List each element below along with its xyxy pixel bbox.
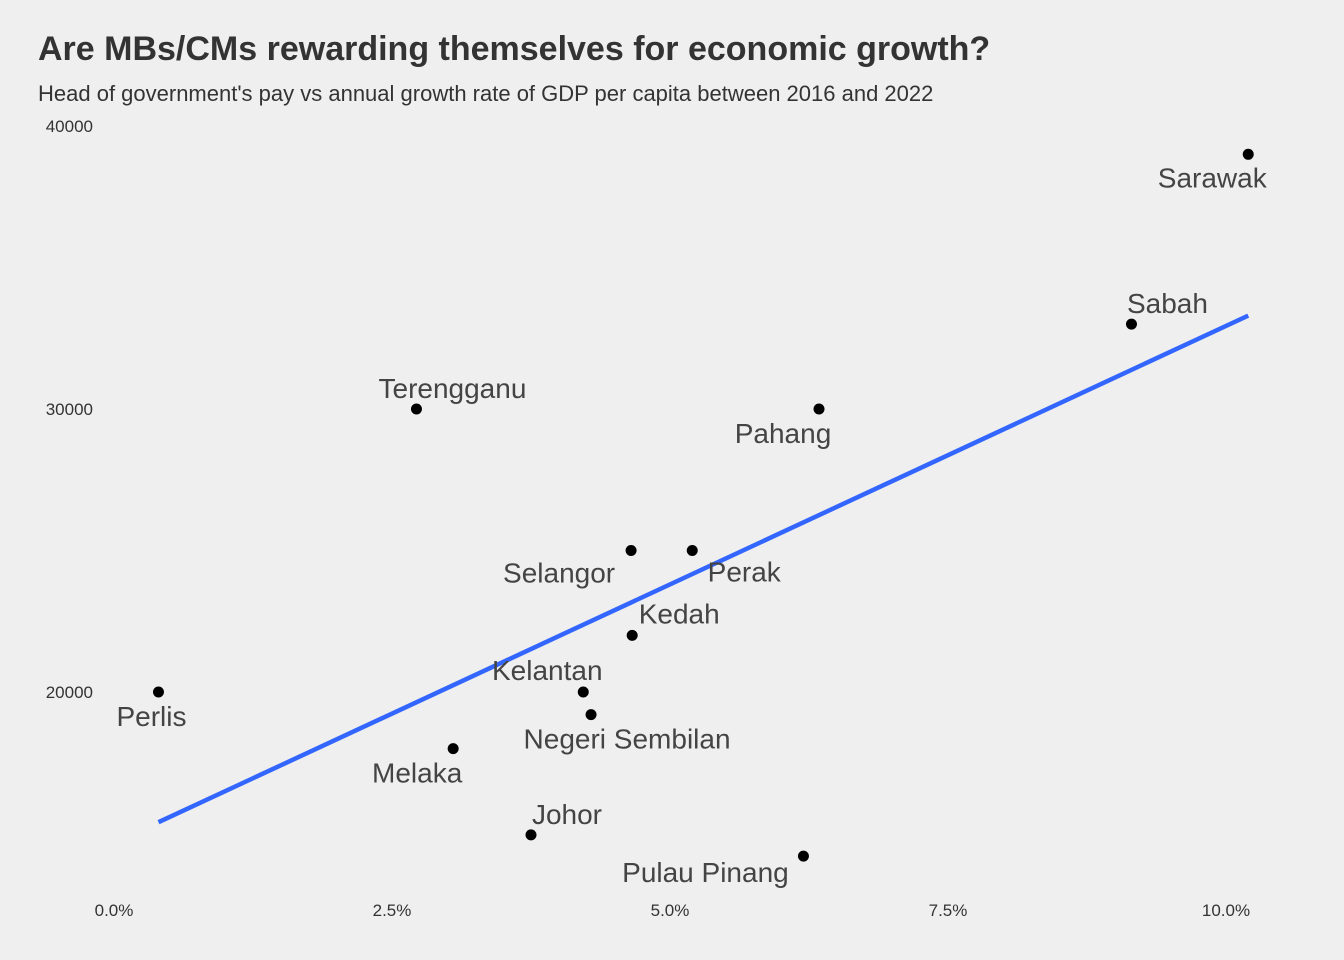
point-label: Terengganu: [379, 373, 527, 404]
point-label: Kelantan: [492, 655, 603, 686]
chart-title: Are MBs/CMs rewarding themselves for eco…: [38, 30, 991, 68]
point-label: Pahang: [735, 418, 832, 449]
point-label: Kedah: [639, 598, 720, 629]
data-point: [625, 545, 637, 556]
trend-line-group: [157, 313, 1250, 825]
y-axis: 20000 30000 40000: [46, 117, 93, 702]
data-point: [797, 850, 809, 862]
x-tick-label: 2.5%: [373, 901, 412, 920]
x-tick-label: 5.0%: [651, 901, 690, 920]
data-point: [813, 403, 825, 415]
chart-subtitle: Head of government's pay vs annual growt…: [38, 81, 934, 106]
point-label: Selangor: [503, 558, 615, 589]
x-tick-label: 0.0%: [95, 901, 134, 920]
y-tick-label: 40000: [46, 117, 93, 136]
point-label: Perlis: [116, 701, 186, 732]
point-label: Johor: [532, 799, 602, 830]
data-point: [626, 629, 638, 641]
data-point: [525, 829, 537, 841]
point-label: Negeri Sembilan: [524, 724, 731, 755]
data-point: [1125, 318, 1137, 330]
data-point: [152, 686, 164, 698]
x-tick-label: 10.0%: [1202, 901, 1250, 920]
data-point: [410, 403, 422, 415]
point-label: Perak: [708, 557, 782, 588]
point-label: Sarawak: [1158, 162, 1268, 193]
point-label: Sabah: [1127, 288, 1208, 319]
point-labels: Sarawak Sabah Terengganu Pahang Selangor Pera…: [116, 162, 1267, 888]
data-point: [577, 686, 589, 698]
y-tick-label: 30000: [46, 400, 93, 419]
trend-line: [157, 313, 1250, 825]
data-point: [447, 743, 459, 755]
point-label: Melaka: [372, 758, 463, 789]
data-point: [686, 545, 698, 556]
y-tick-label: 20000: [46, 683, 93, 702]
data-point: [1242, 148, 1254, 160]
data-points: [152, 148, 1254, 862]
data-point: [585, 709, 597, 721]
x-tick-label: 7.5%: [929, 901, 968, 920]
x-axis: 0.0% 2.5% 5.0% 7.5% 10.0%: [95, 901, 1250, 920]
point-label: Pulau Pinang: [622, 857, 789, 888]
